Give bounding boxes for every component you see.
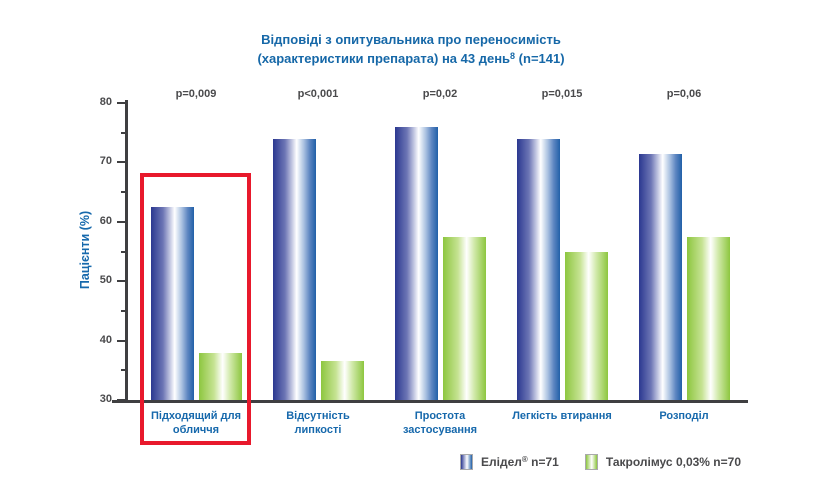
category-label-group1: Підходящий для обличчя xyxy=(150,410,241,436)
y-axis-line xyxy=(125,100,128,403)
bar-tacrolimus-group4 xyxy=(564,251,608,400)
p-value-group2: p<0,001 xyxy=(297,88,339,100)
bar-tacrolimus-group5 xyxy=(686,236,730,400)
legend-label-elidel: Елідел® n=71 xyxy=(481,455,559,469)
bar-elidel-group2 xyxy=(272,138,316,400)
p-value-group1: p=0,009 xyxy=(175,88,217,100)
footnote-reference: 8 xyxy=(510,51,516,61)
bar-elidel-group1 xyxy=(150,206,194,400)
p-value-group3: p=0,02 xyxy=(422,88,458,100)
y-major-tick-40 xyxy=(117,339,126,342)
y-minor-tick-35 xyxy=(121,369,126,372)
plot-area: 30 40 50 60 70 80 p=0,009 Підходящий для обличч… xyxy=(100,88,748,436)
bar-tacrolimus-group2 xyxy=(320,361,364,400)
legend-label-tacrolimus: Такролімус 0,03% n=70 xyxy=(605,455,741,469)
y-minor-tick-75 xyxy=(121,131,126,134)
y-minor-tick-45 xyxy=(121,309,126,312)
y-tick-label-70: 70 xyxy=(99,155,112,168)
category-label-group5: Розподіл xyxy=(659,410,709,422)
category-label-group4: Легкість втирання xyxy=(512,410,612,422)
y-tick-label-50: 50 xyxy=(99,274,112,287)
bar-tacrolimus-group3 xyxy=(442,236,486,400)
bar-tacrolimus-group1 xyxy=(198,352,242,400)
elidel-swatch-icon xyxy=(460,454,473,470)
bar-elidel-group3 xyxy=(394,126,438,400)
y-tick-label-60: 60 xyxy=(99,214,112,227)
p-value-group5: p=0,06 xyxy=(666,88,702,100)
legend-item-elidel: Елідел® n=71 xyxy=(460,454,559,470)
chart-title-line2: (характеристики препарата) на 43 день8 (… xyxy=(257,51,565,66)
tacrolimus-swatch-icon xyxy=(584,454,598,470)
y-tick-label-80: 80 xyxy=(99,96,112,108)
legend-item-tacrolimus: Такролімус 0,03% n=70 xyxy=(584,454,741,470)
x-axis-line xyxy=(112,400,748,403)
y-major-tick-70 xyxy=(117,161,126,164)
chart-title: Відповіді з опитувальника про переносимі… xyxy=(0,31,822,67)
bar-elidel-group5 xyxy=(638,153,682,400)
y-tick-label-30: 30 xyxy=(99,393,112,405)
y-major-tick-50 xyxy=(117,280,126,283)
y-major-tick-30 xyxy=(117,399,126,401)
y-minor-tick-55 xyxy=(121,250,126,253)
y-major-tick-60 xyxy=(117,220,126,223)
p-value-group4: p=0,015 xyxy=(541,88,583,100)
chart-title-line1: Відповіді з опитувальника про переносимі… xyxy=(261,32,561,47)
legend: Елідел® n=71 Такролімус 0,03% n=70 xyxy=(460,454,741,470)
category-label-group2: Відсутність липкості xyxy=(286,410,350,436)
category-label-group3: Простота застосування xyxy=(402,410,478,436)
y-tick-label-40: 40 xyxy=(99,333,112,346)
y-minor-tick-65 xyxy=(121,191,126,194)
y-major-tick-80 xyxy=(117,102,126,104)
bar-elidel-group4 xyxy=(516,138,560,400)
